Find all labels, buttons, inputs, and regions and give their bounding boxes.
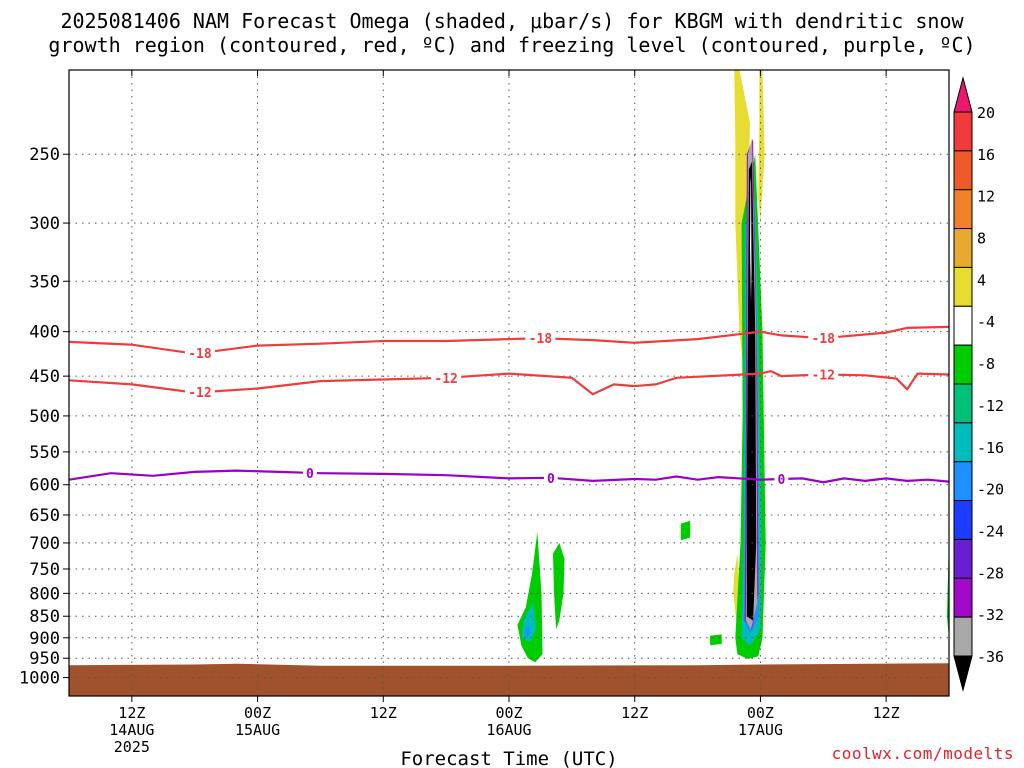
y-tick-label: 700 [29,534,60,554]
y-tick-label: 350 [29,272,60,292]
y-tick-label: 300 [29,214,60,234]
contour-label--12: -12 [434,372,457,387]
y-tick-label: 450 [29,367,60,387]
contour-label--12: -12 [188,386,211,401]
colorbar-box [953,189,973,230]
y-axis: 2503003504004505005506006507007508008509… [19,145,69,689]
x-tick-label: 16AUG [486,721,531,739]
contour-label-bg [808,330,839,347]
x-tick-label: 00Z [747,704,774,722]
colorbar-box [953,616,973,657]
x-tick-label: 12Z [873,704,900,722]
contour-label-bg [543,469,558,486]
contour-label-0: 0 [547,472,555,487]
underground-fill [69,663,949,696]
colorbar-label: -8 [977,355,995,373]
colorbar-label: -36 [977,648,1004,666]
contour-label--18: -18 [529,332,553,347]
omega-region-13 [553,542,565,630]
contour-lines: -18 -18 -18 -12 -12 -12 0 0 0 [69,325,949,488]
colorbar: 20 16 12 8 4 -4 -8 -12 -16 -20 -24 -28 -32 -36 [953,76,1004,692]
x-axis-label: Forecast Time (UTC) [400,748,617,768]
x-tick-label: 00Z [495,704,522,722]
colorbar-box [953,305,973,346]
y-tick-label: 500 [29,407,60,427]
omega-region-10 [517,532,543,663]
x-tick-label: 2025 [114,738,150,756]
chart-title-line-2: growth region (contoured, red, ºC) and f… [48,33,976,57]
y-tick-label: 600 [29,476,60,496]
colorbar-label: -20 [977,481,1004,499]
colorbar-label: 12 [977,188,995,206]
y-tick-label: 750 [29,560,60,580]
colorbar-box [953,344,973,385]
colorbar-box [953,577,973,618]
contour-line-0 [69,469,949,484]
x-tick-label: 15AUG [235,721,280,739]
y-tick-label: 400 [29,323,60,343]
y-tick-label: 800 [29,584,60,604]
colorbar-label: 4 [977,271,986,289]
contour-label--12: -12 [812,368,835,383]
contour-label-0: 0 [777,473,785,488]
colorbar-box [953,500,973,540]
colorbar-label: -16 [977,439,1004,457]
x-tick-label: 00Z [244,704,271,722]
contour-line--12 [69,369,949,396]
colorbar-label: -32 [977,606,1004,624]
chart-title-line-1: 2025081406 NAM Forecast Omega (shaded, μ… [60,9,964,33]
y-tick-label: 850 [29,607,60,627]
y-tick-label: 250 [29,145,60,165]
watermark: coolwx.com/modelts [831,744,1014,763]
y-tick-label: 900 [29,629,60,649]
omega-region-8 [746,161,757,621]
omega-region-11 [521,602,537,642]
contour-label--18: -18 [188,347,212,362]
colorbar-label: -28 [977,564,1004,582]
contour-label-bg [302,464,317,481]
colorbar-label: -4 [977,313,995,331]
contour-label--18: -18 [812,332,836,347]
omega-region-15 [710,634,722,646]
colorbar-label: 16 [977,146,995,164]
omega-region-14 [680,520,691,541]
y-tick-label: 950 [29,649,60,669]
contour-label-0: 0 [306,467,314,482]
x-tick-label: 12Z [118,704,145,722]
colorbar-box [953,266,973,307]
colorbar-box [953,422,973,463]
x-tick-label: 14AUG [109,721,154,739]
contour-label-bg [431,369,462,386]
omega-region-1 [758,70,765,224]
contour-label-bg [808,366,839,383]
colorbar-label: 20 [977,104,995,122]
colorbar-label: 8 [977,230,986,248]
colorbar-box [953,111,973,152]
y-tick-label: 550 [29,443,60,463]
colorbar-top-triangle [953,76,973,113]
contour-label-bg [774,471,789,488]
y-tick-label: 1000 [19,669,60,689]
colorbar-box [953,538,973,579]
grid-lines [69,70,949,696]
plot-area [69,70,949,696]
omega-region-9 [750,176,752,303]
colorbar-bottom-triangle [953,655,973,692]
y-tick-label: 650 [29,506,60,526]
colorbar-box [953,150,973,191]
colorbar-box [953,228,973,268]
x-tick-label: 12Z [621,704,648,722]
omega-region-12 [524,625,530,638]
x-tick-label: 17AUG [738,721,783,739]
x-tick-label: 12Z [370,704,397,722]
contour-label-bg [184,384,215,401]
colorbar-label: -12 [977,397,1004,415]
colorbar-box [953,461,973,502]
contour-label-bg [525,330,556,347]
colorbar-label: -24 [977,522,1004,540]
contour-label-bg [184,344,215,361]
colorbar-box [953,383,973,424]
